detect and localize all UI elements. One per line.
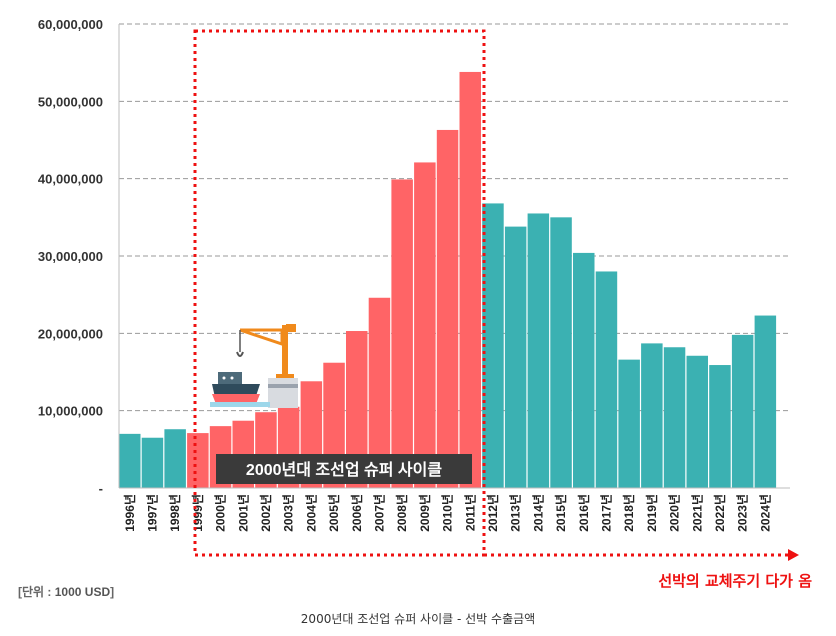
x-tick-label: 1999년 [191, 494, 205, 532]
bar [754, 315, 777, 488]
x-tick-label: 1998년 [168, 494, 182, 532]
bar [482, 203, 504, 488]
bar-chart: - 10,000,000 20,000,000 30,000,000 40,000,00… [38, 17, 799, 561]
bar [436, 129, 459, 489]
x-tick-label: 2014년 [531, 494, 545, 532]
x-tick-label: 2019년 [645, 494, 659, 532]
x-tick-label: 1996년 [123, 494, 137, 532]
y-tick-label: - [99, 481, 103, 496]
y-tick-label: 40,000,000 [38, 172, 103, 187]
x-tick-label: 2023년 [736, 494, 750, 532]
bar [414, 162, 436, 488]
axes [118, 24, 790, 489]
y-tick-label: 30,000,000 [38, 249, 103, 264]
x-tick-label: 2008년 [395, 494, 409, 532]
x-tick-label: 2017년 [599, 494, 613, 532]
x-tick-label: 2021년 [690, 494, 704, 532]
x-tick-label: 1997년 [145, 494, 159, 532]
bar [709, 365, 731, 488]
x-tick-label: 2003년 [282, 494, 296, 532]
bar [686, 355, 708, 488]
bars [119, 71, 777, 489]
bar [346, 331, 368, 488]
x-tick-label: 2010년 [441, 494, 455, 532]
y-tick-labels: - 10,000,000 20,000,000 30,000,000 40,000,00… [38, 17, 103, 496]
x-tick-label: 2020년 [668, 494, 682, 532]
bar [368, 297, 391, 488]
bar [618, 359, 640, 488]
y-tick-label: 50,000,000 [38, 94, 103, 109]
unit-note: [단위 : 1000 USD] [18, 583, 114, 600]
bar [731, 334, 754, 488]
x-tick-label: 2012년 [486, 494, 500, 532]
ship-and-crane-icon [210, 324, 298, 408]
x-tick-label: 2011년 [463, 494, 477, 531]
x-tick-label: 2007년 [372, 494, 386, 532]
x-tick-label: 2001년 [236, 494, 250, 532]
unit-suffix: ] [110, 585, 115, 599]
x-tick-label: 2015년 [554, 494, 568, 532]
bar [164, 429, 186, 488]
bar [573, 252, 595, 488]
replacement-cycle-arrow [484, 549, 799, 561]
bar [119, 433, 141, 488]
bar [641, 343, 663, 488]
bar [527, 213, 550, 488]
x-tick-label: 2022년 [713, 494, 727, 532]
chart-caption: 2000년대 조선업 슈퍼 사이클 - 선박 수출금액 [300, 612, 536, 626]
x-tick-label: 2004년 [304, 494, 318, 532]
bar [504, 226, 527, 488]
unit-value: 1000 USD [54, 585, 111, 599]
callout-text: 2000년대 조선업 슈퍼 사이클 [246, 460, 442, 479]
x-tick-label: 2009년 [418, 494, 432, 532]
bar [663, 347, 686, 488]
unit-prefix: [단위 : [18, 585, 55, 599]
replacement-cycle-label: 선박의 교체주기 다가 옴 [658, 572, 812, 590]
bar [459, 71, 481, 489]
bar [141, 437, 164, 488]
super-cycle-callout: 2000년대 조선업 슈퍼 사이클 [216, 454, 472, 484]
y-tick-label: 20,000,000 [38, 326, 103, 341]
x-tick-label: 2006년 [350, 494, 364, 532]
x-tick-label: 2013년 [509, 494, 523, 532]
x-tick-label: 2002년 [259, 494, 273, 532]
x-tick-label: 2005년 [327, 494, 341, 532]
bar [595, 271, 618, 488]
x-tick-label: 2024년 [758, 494, 772, 532]
x-tick-label: 2018년 [622, 494, 636, 532]
bar [391, 179, 413, 488]
y-tick-label: 10,000,000 [38, 404, 103, 419]
y-tick-label: 60,000,000 [38, 17, 103, 32]
bar [187, 433, 209, 488]
x-tick-label: 2016년 [577, 494, 591, 532]
bar [550, 217, 572, 489]
x-tick-labels: 1996년 1997년 1998년 1999년 2000년 2001년 2002년 2003년… [123, 494, 773, 532]
x-tick-label: 2000년 [214, 494, 228, 532]
